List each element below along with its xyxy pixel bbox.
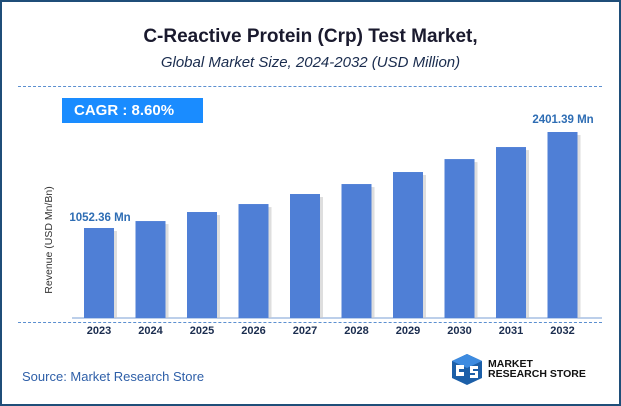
x-tick-label-2031: 2031 (499, 325, 523, 337)
bar-2023 (84, 228, 114, 318)
chart-subtitle: Global Market Size, 2024-2032 (USD Milli… (160, 54, 461, 71)
data-label-2023: 1052.36 Mn (69, 212, 130, 224)
bar-2029 (393, 172, 423, 318)
x-axis-divider (18, 322, 602, 323)
bar-2032 (547, 132, 578, 318)
x-tick-label-2028: 2028 (344, 325, 368, 337)
y-axis-label: Revenue (USD Mn/Bn) (43, 186, 55, 293)
logo: MARKET RESEARCH STORE (450, 352, 586, 386)
logo-cube-icon (452, 354, 482, 385)
x-tick-label-2023: 2023 (87, 325, 111, 337)
source-note: Source: Market Research Store (22, 369, 205, 384)
x-tick-label-2027: 2027 (293, 325, 317, 337)
data-label-2032: 2401.39 Mn (532, 114, 593, 126)
x-tick-label-2026: 2026 (241, 325, 265, 337)
cagr-badge: CAGR : 8.60% (62, 98, 203, 123)
x-tick-label-2029: 2029 (396, 325, 420, 337)
top-divider (18, 86, 602, 87)
bar-2028 (341, 184, 372, 318)
x-tick-label-2030: 2030 (447, 325, 471, 337)
bar-2026 (238, 204, 269, 318)
chart-title: C-Reactive Protein (Crp) Test Market, (143, 26, 478, 47)
logo-line2: RESEARCH STORE (488, 368, 586, 380)
bar-2030 (444, 159, 475, 318)
logo-line1: MARKET (488, 358, 533, 370)
bar-2027 (290, 194, 320, 318)
x-tick-label-2025: 2025 (190, 325, 214, 337)
bar-2025 (187, 212, 217, 318)
x-tick-label-2024: 2024 (138, 325, 163, 337)
bar-2024 (135, 221, 166, 318)
x-tick-label-2032: 2032 (550, 325, 574, 337)
bar-2031 (496, 147, 526, 318)
